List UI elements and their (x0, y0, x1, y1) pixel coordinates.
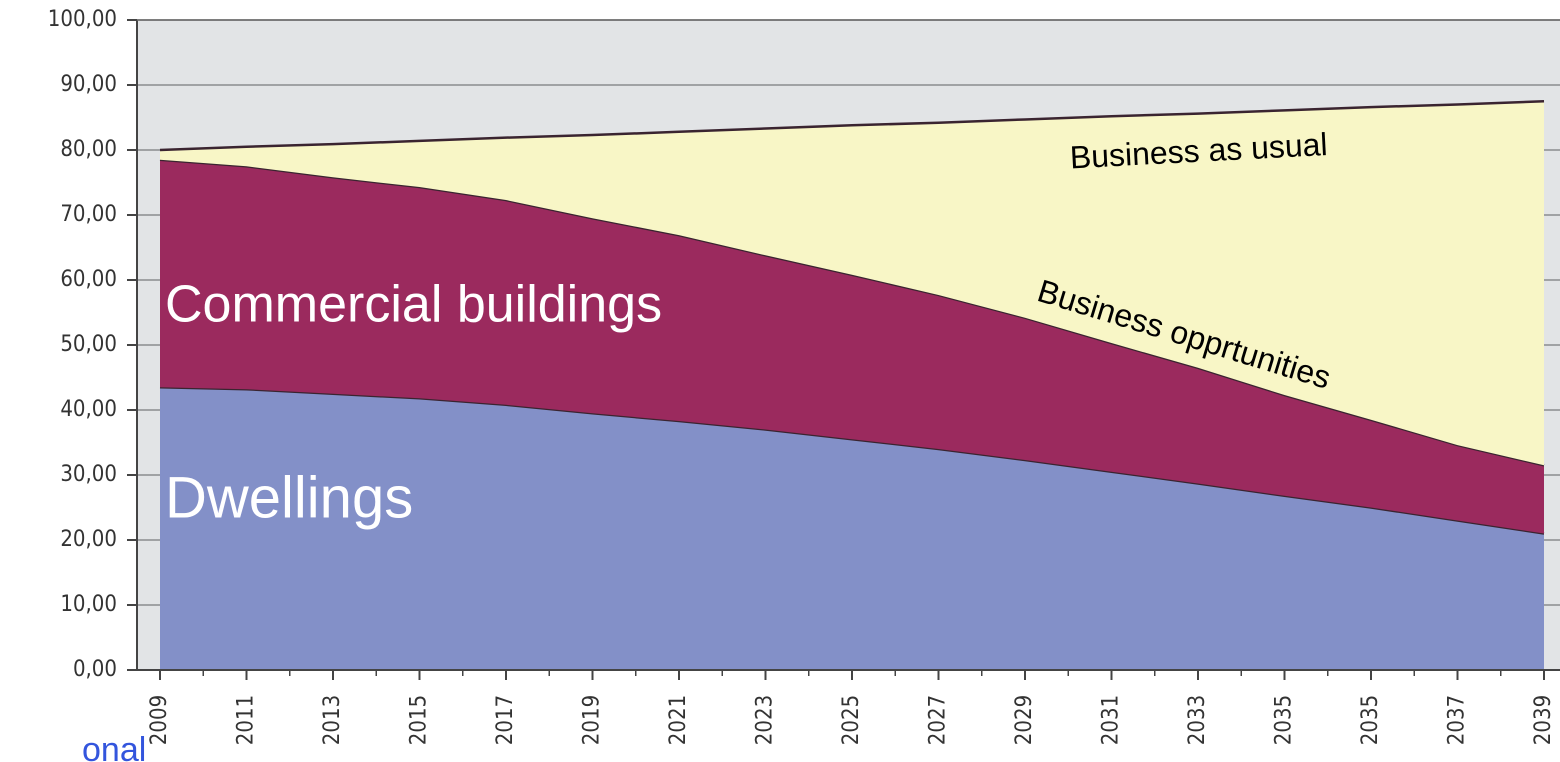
series-label: Dwellings (165, 465, 413, 530)
x-tick-label: 2015 (407, 695, 432, 745)
y-tick-label: 50,00 (60, 332, 117, 357)
x-tick-label: 2019 (580, 695, 605, 745)
x-tick-label: 2017 (493, 695, 518, 745)
x-tick-label: 2009 (147, 695, 172, 745)
y-tick-label: 100,00 (48, 7, 117, 32)
x-tick-label: 2023 (753, 695, 778, 745)
x-tick-label: 2029 (1012, 695, 1037, 745)
area (160, 159, 1544, 534)
y-tick-label: 0,00 (73, 657, 117, 682)
y-tick-label: 40,00 (60, 397, 117, 422)
y-tick-label: 70,00 (60, 202, 117, 227)
x-tick-label: 2027 (926, 695, 951, 745)
x-tick-label: 2021 (666, 695, 691, 745)
y-tick-label: 80,00 (60, 137, 117, 162)
area (160, 387, 1544, 670)
area (160, 101, 1544, 466)
x-tick-label: 2039 (1531, 695, 1556, 745)
x-tick-label: 2031 (1099, 695, 1124, 745)
series-label: Commercial buildings (165, 276, 662, 334)
x-tick-label: 2037 (1445, 695, 1470, 745)
y-tick-label: 60,00 (60, 267, 117, 292)
x-tick-label: 2035 (1358, 695, 1383, 745)
area-edge (159, 100, 1545, 152)
y-tick-label: 20,00 (60, 527, 117, 552)
x-tick-label: 2033 (1185, 695, 1210, 745)
x-tick-label: 2011 (234, 695, 259, 745)
footer-fragment: onal (82, 731, 146, 762)
x-tick-label: 2013 (320, 695, 345, 745)
x-tick-label: 2035 (1272, 695, 1297, 745)
x-tick-label: 2025 (839, 695, 864, 745)
y-tick-label: 10,00 (60, 592, 117, 617)
y-tick-label: 90,00 (60, 72, 117, 97)
y-tick-label: 30,00 (60, 462, 117, 487)
